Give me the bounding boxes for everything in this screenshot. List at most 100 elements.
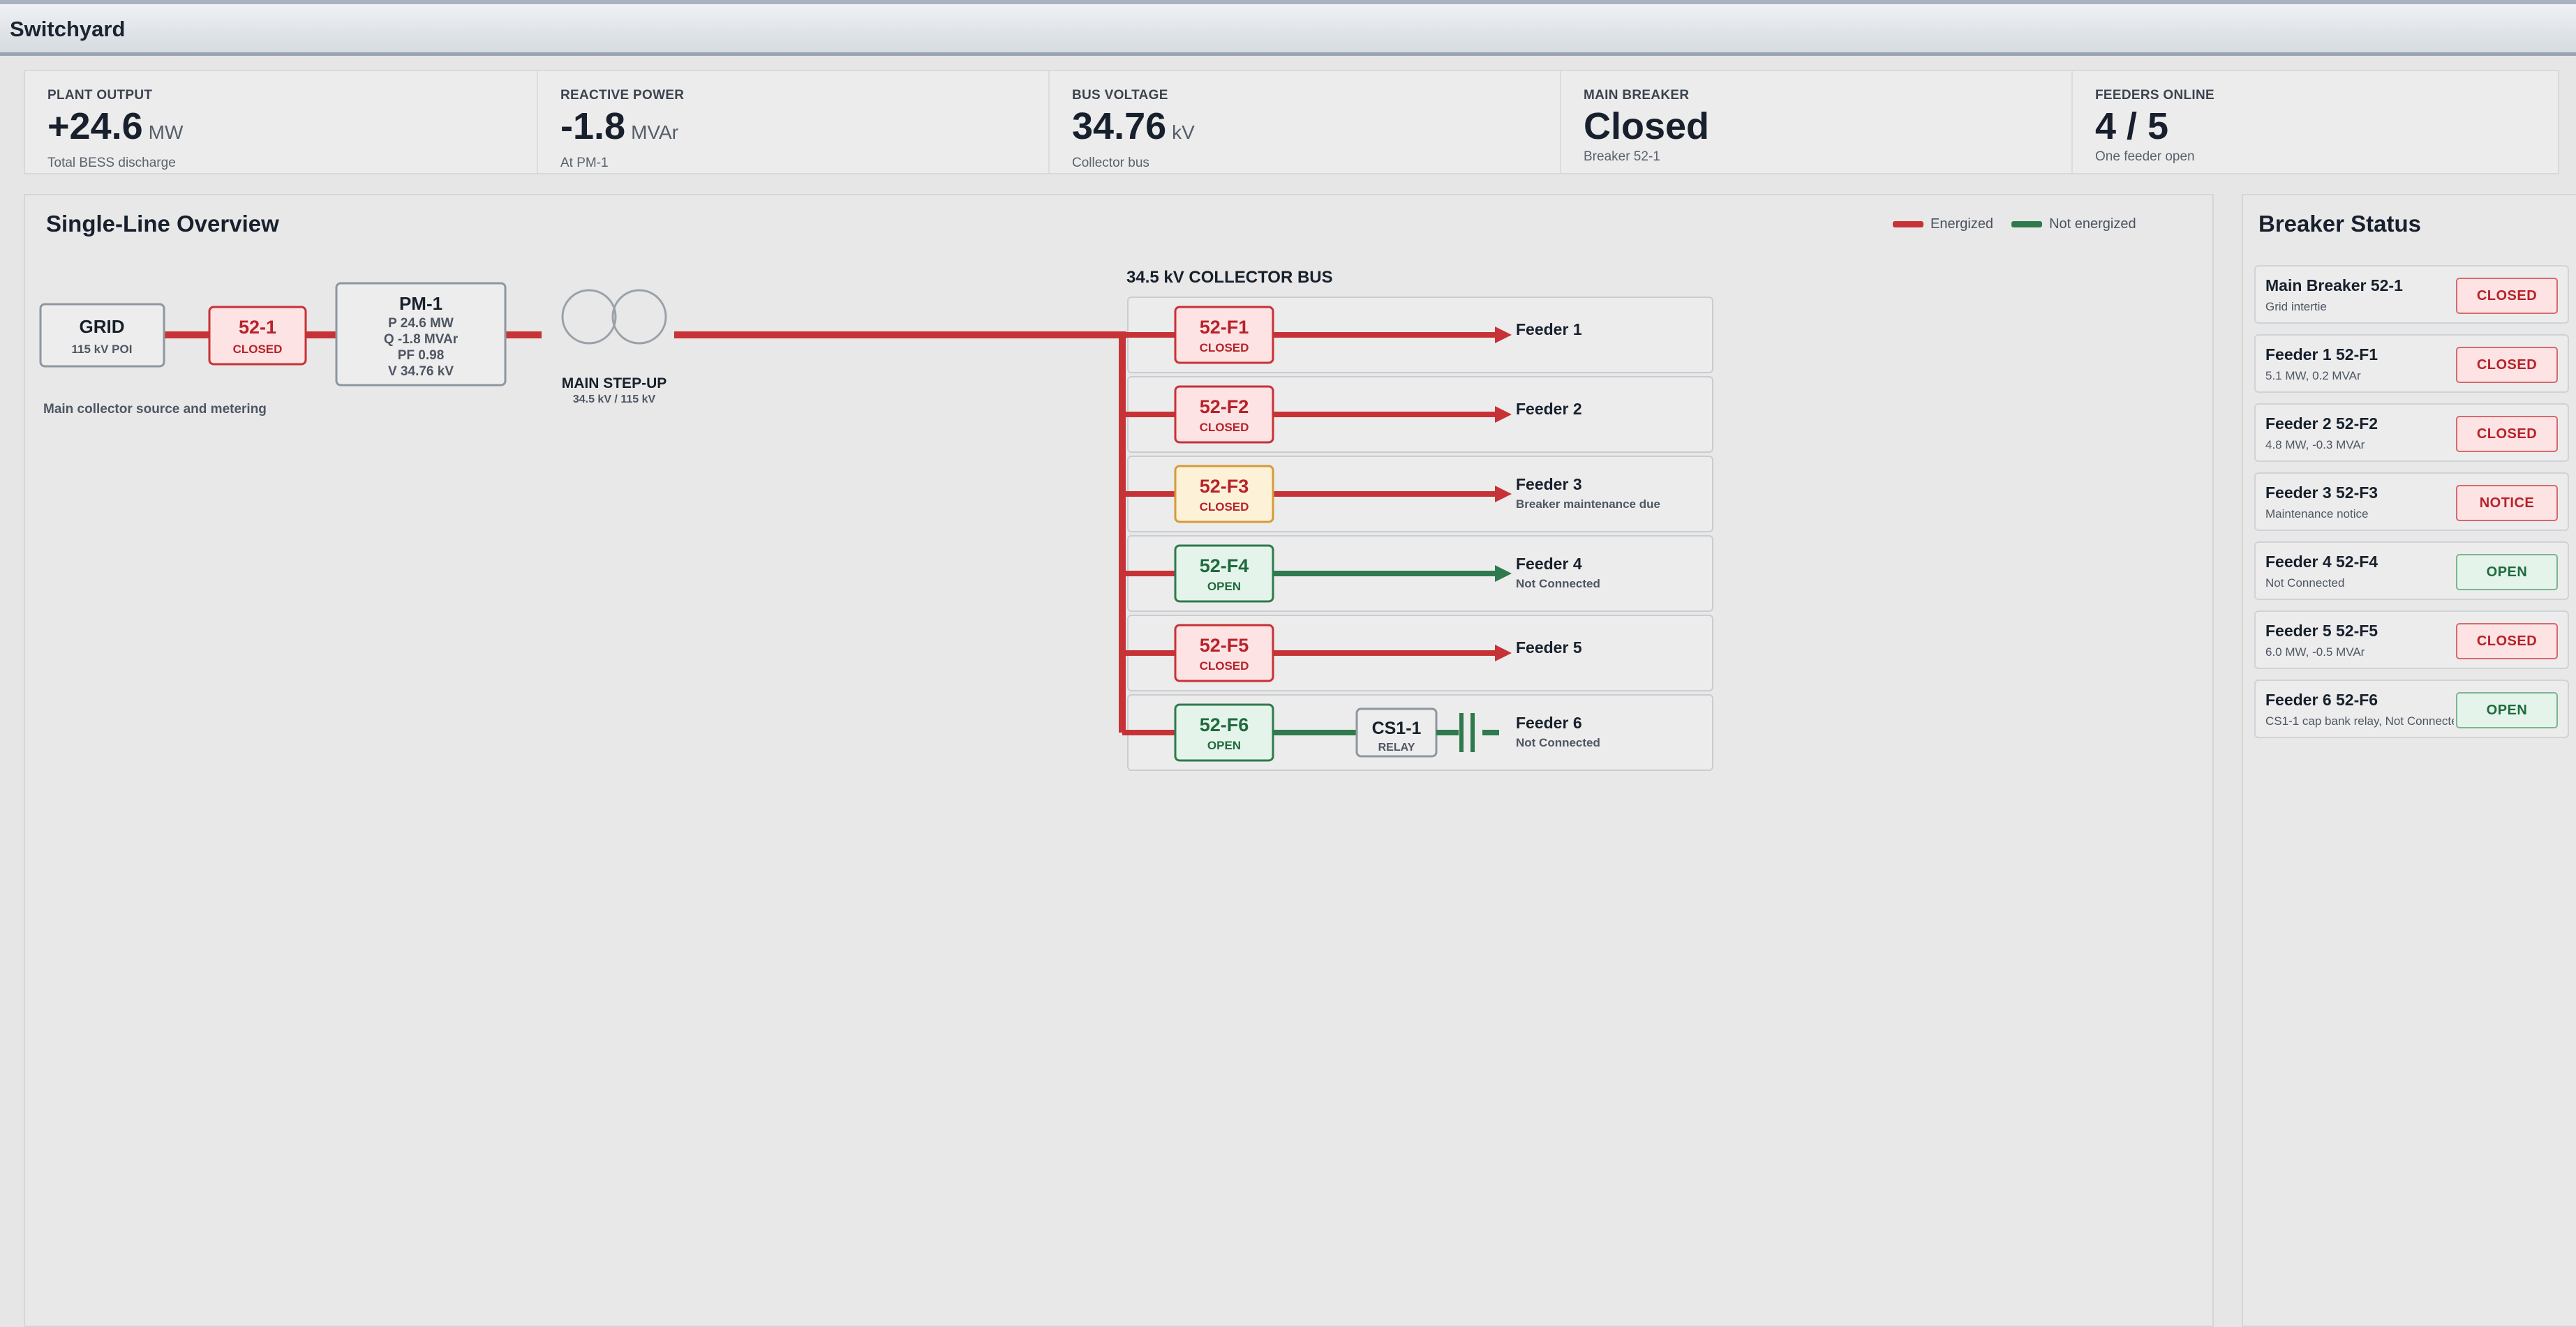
main-step-up-transformer[interactable]: MAIN STEP-UP 34.5 kV / 115 kV xyxy=(561,289,667,405)
kpi-label: PLANT OUTPUT xyxy=(47,88,153,103)
relay-cs1-1[interactable]: CS1-1 RELAY xyxy=(1355,707,1438,758)
title-bar: Switchyard xyxy=(0,0,2576,56)
main-breaker-52-1[interactable]: 52-1 CLOSED xyxy=(208,306,307,366)
breaker-status-name: Feeder 1 52-F1 xyxy=(2265,345,2378,363)
feeder-arrow xyxy=(1495,645,1512,661)
feeder-note: Not Connected xyxy=(1516,736,1600,749)
feeder-row: 52-F4 OPEN Feeder 4 Not Connected xyxy=(1122,535,1713,612)
kpi-unit: MW xyxy=(148,121,184,143)
feeder-breaker[interactable]: 52-F2 CLOSED xyxy=(1174,385,1274,444)
kpi-label: REACTIVE POWER xyxy=(560,88,685,103)
breaker-status-row[interactable]: Feeder 2 52-F2 4.8 MW, -0.3 MVAr CLOSED xyxy=(2254,403,2569,462)
feeder-breaker[interactable]: 52-F4 OPEN xyxy=(1174,544,1274,603)
breaker-name: 52-F6 xyxy=(1200,714,1249,735)
feeder-row: 52-F3 CLOSED Feeder 3 Breaker maintenance d… xyxy=(1122,456,1713,532)
meter-v: V 34.76 kV xyxy=(388,364,454,379)
kpi-sub: Breaker 52-1 xyxy=(1584,149,1660,164)
source-note: Main collector source and metering xyxy=(43,402,267,417)
legend: Energized Not energized xyxy=(1893,216,2136,232)
relay-name: CS1-1 xyxy=(1372,719,1422,738)
breaker-status-row[interactable]: Feeder 5 52-F5 6.0 MW, -0.5 MVAr CLOSED xyxy=(2254,610,2569,669)
status-badge[interactable]: OPEN xyxy=(2456,554,2558,590)
breaker-status-desc: 6.0 MW, -0.5 MVAr xyxy=(2265,645,2365,659)
feeder-name: Feeder 4 xyxy=(1516,555,1582,573)
transformer-name: MAIN STEP-UP xyxy=(562,375,667,391)
kpi-unit: kV xyxy=(1172,121,1195,143)
breaker-name: 52-F1 xyxy=(1200,317,1249,338)
single-line-diagram: GRID 115 kV POI 52-1 CLOSED PM-1 P 24.6 … xyxy=(39,268,1713,771)
single-line-panel: Single-Line Overview Energized Not energ… xyxy=(24,194,2214,1327)
feeder-row: 52-F5 CLOSED Feeder 5 xyxy=(1122,615,1713,691)
breaker-status-name: Feeder 5 52-F5 xyxy=(2265,622,2378,640)
feeder-arrow xyxy=(1495,486,1512,502)
breaker-status-row[interactable]: Feeder 4 52-F4 Not Connected OPEN xyxy=(2254,541,2569,600)
status-badge[interactable]: OPEN xyxy=(2456,692,2558,728)
feeder-note: Not Connected xyxy=(1516,577,1600,590)
feeder-row: 52-F2 CLOSED Feeder 2 xyxy=(1122,376,1713,453)
breaker-status-row[interactable]: Feeder 1 52-F1 5.1 MW, 0.2 MVAr CLOSED xyxy=(2254,334,2569,393)
kpi-plant-output: PLANT OUTPUT +24.6 MW Total BESS discharg… xyxy=(25,71,537,173)
breaker-status-desc: CS1-1 cap bank relay, Not Connected xyxy=(2265,714,2454,728)
feeder-breaker[interactable]: 52-F1 CLOSED xyxy=(1174,306,1274,364)
breaker-status-name: Feeder 3 52-F3 xyxy=(2265,483,2378,502)
breaker-status-desc: 5.1 MW, 0.2 MVAr xyxy=(2265,369,2361,382)
feeder-arrow xyxy=(1495,327,1512,343)
breaker-state: OPEN xyxy=(1207,739,1241,752)
not-energized-swatch xyxy=(2011,221,2043,227)
kpi-value: 34.76 kV xyxy=(1072,105,1195,147)
kpi-sub: Collector bus xyxy=(1072,156,1149,170)
breaker-status-name: Feeder 4 52-F4 xyxy=(2265,553,2378,571)
status-badge[interactable]: CLOSED xyxy=(2456,623,2558,659)
kpi-value: -1.8 MVAr xyxy=(560,105,678,147)
panel-title: Breaker Status xyxy=(2258,211,2421,237)
breaker-status-desc: Not Connected xyxy=(2265,576,2345,590)
kpi-unit: MVAr xyxy=(631,121,678,143)
breaker-status-panel: Breaker Status Main Breaker 52-1 Grid int… xyxy=(2242,194,2576,1327)
energized-swatch xyxy=(1893,221,1923,227)
kpi-value: +24.6 MW xyxy=(47,105,184,147)
breaker-status-desc: Grid intertie xyxy=(2265,300,2327,313)
meter-q: Q -1.8 MVAr xyxy=(384,332,459,347)
kpi-main-breaker: MAIN BREAKER Closed Breaker 52-1 xyxy=(1560,71,2071,173)
kpi-value: 4 / 5 xyxy=(2095,105,2169,147)
feeder-breaker[interactable]: 52-F5 CLOSED xyxy=(1174,624,1274,682)
breaker-state: CLOSED xyxy=(1200,421,1249,434)
kpi-bus-voltage: BUS VOLTAGE 34.76 kV Collector bus xyxy=(1048,71,1560,173)
panel-title: Single-Line Overview xyxy=(46,211,279,237)
legend-energized: Energized xyxy=(1930,216,1994,232)
feeder-name: Feeder 5 xyxy=(1516,638,1582,657)
feeder-name: Feeder 1 xyxy=(1516,320,1582,338)
breaker-name: 52-F2 xyxy=(1200,396,1249,417)
breaker-name: 52-1 xyxy=(239,317,276,338)
breaker-status-row[interactable]: Main Breaker 52-1 Grid intertie CLOSED xyxy=(2254,265,2569,324)
breaker-state: CLOSED xyxy=(1200,659,1249,673)
grid-name: GRID xyxy=(80,316,125,337)
feeder-arrow xyxy=(1495,406,1512,423)
grid-node[interactable]: GRID 115 kV POI xyxy=(39,303,165,368)
meter-pm-1[interactable]: PM-1 P 24.6 MW Q -1.8 MVAr PF 0.98 V 34.… xyxy=(335,282,507,387)
feeder-breaker[interactable]: 52-F6 OPEN xyxy=(1174,703,1274,762)
feeder-name: Feeder 2 xyxy=(1516,400,1582,418)
status-badge[interactable]: NOTICE xyxy=(2456,485,2558,521)
bus-label: 34.5 kV COLLECTOR BUS xyxy=(1126,268,1333,287)
status-badge[interactable]: CLOSED xyxy=(2456,416,2558,452)
breaker-status-desc: Maintenance notice xyxy=(2265,507,2369,520)
feeder-arrow xyxy=(1495,565,1512,582)
feeder-row: CS1-1 RELAY 52-F6 OPEN Feeder 6 Not Connected xyxy=(1122,694,1713,771)
breaker-name: 52-F3 xyxy=(1200,476,1249,497)
kpi-reactive-power: REACTIVE POWER -1.8 MVAr At PM-1 xyxy=(537,71,1048,173)
transformer-rating: 34.5 kV / 115 kV xyxy=(573,393,656,405)
kpi-feeders-online: FEEDERS ONLINE 4 / 5 One feeder open xyxy=(2071,71,2558,173)
breaker-state: CLOSED xyxy=(1200,341,1249,354)
breaker-status-row[interactable]: Feeder 3 52-F3 Maintenance notice NOTICE xyxy=(2254,472,2569,531)
breaker-status-row[interactable]: Feeder 6 52-F6 CS1-1 cap bank relay, Not … xyxy=(2254,680,2569,738)
window-title: Switchyard xyxy=(10,17,126,41)
breaker-status-desc: 4.8 MW, -0.3 MVAr xyxy=(2265,438,2365,451)
feeder-breaker[interactable]: 52-F3 CLOSED xyxy=(1174,465,1274,523)
breaker-name: 52-F5 xyxy=(1200,635,1249,656)
status-badge[interactable]: CLOSED xyxy=(2456,347,2558,383)
meter-p: P 24.6 MW xyxy=(388,316,454,331)
kpi-sub: At PM-1 xyxy=(560,156,609,170)
kpi-sub: One feeder open xyxy=(2095,149,2195,164)
status-badge[interactable]: CLOSED xyxy=(2456,278,2558,314)
